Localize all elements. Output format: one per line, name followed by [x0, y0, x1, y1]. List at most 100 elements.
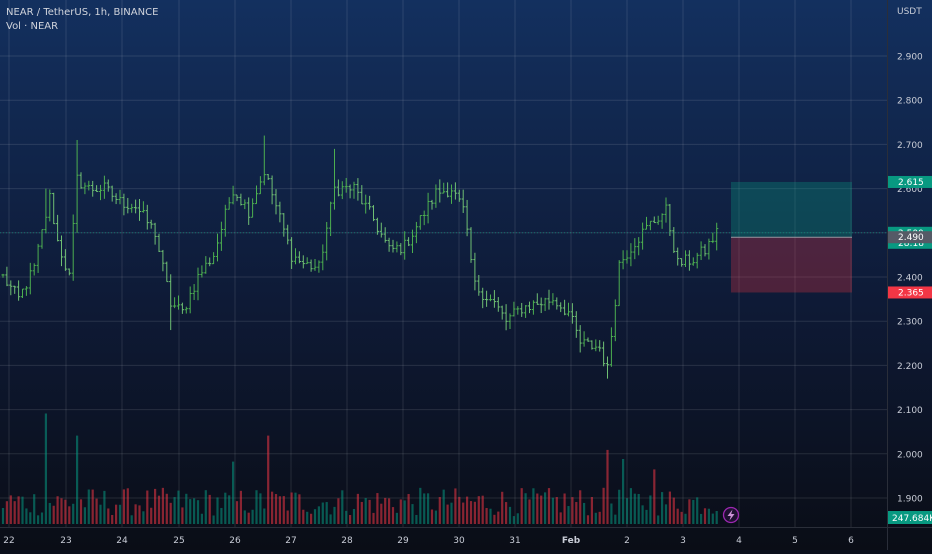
volume-bar [185, 493, 188, 524]
ohlc-bar [313, 258, 317, 271]
price-tick-label: 2.400 [897, 274, 923, 284]
volume-bar [235, 501, 239, 524]
volume-bar [52, 505, 55, 524]
ohlc-bar [329, 201, 333, 237]
ohlc-bar [75, 139, 79, 233]
ohlc-bar [578, 325, 582, 353]
ohlc-bar [407, 237, 411, 247]
time-tick-label: 29 [397, 536, 409, 546]
volume-bar [407, 494, 410, 524]
volume-bar [165, 493, 168, 524]
volume-bar [614, 514, 617, 524]
volume-bar [306, 511, 309, 524]
lightning-icon[interactable] [722, 506, 740, 524]
ohlc-bar [368, 195, 372, 210]
ohlc-bar [95, 185, 99, 193]
ohlc-bar [9, 280, 13, 296]
volume-bar [575, 502, 578, 524]
ohlc-bar [239, 193, 243, 206]
ohlc-bar [695, 252, 699, 269]
ohlc-bar [137, 198, 142, 221]
volume-bar [622, 459, 625, 524]
ohlc-bar [430, 199, 434, 210]
volume-bar [688, 499, 691, 524]
volume-bar [711, 513, 714, 524]
ohlc-bar [301, 255, 305, 269]
price-badge[interactable]: 2.615 [888, 175, 932, 188]
volume-bar [345, 510, 348, 524]
volume-bar [91, 489, 94, 524]
volume-bar [282, 496, 285, 524]
volume-bar [602, 487, 605, 524]
volume-bar [668, 491, 671, 524]
volume-bar [388, 498, 391, 524]
volume-bar [399, 499, 402, 524]
ohlc-bar [215, 233, 220, 262]
ohlc-bar [676, 247, 680, 266]
volume-bar [25, 508, 28, 524]
volume-bar [146, 490, 149, 524]
ohlc-bar [126, 197, 130, 214]
volume-bar [40, 512, 44, 524]
volume-bar [684, 513, 687, 524]
price-badge[interactable]: 2.365 [888, 286, 932, 299]
volume-bar [208, 494, 211, 524]
volume-bar [142, 511, 145, 524]
ohlc-bar [251, 198, 255, 218]
ohlc-bar [438, 179, 442, 203]
symbol-title[interactable]: NEAR / TetherUS, 1h, BINANCE [6, 7, 159, 18]
volume-bar [115, 504, 118, 524]
volume-bar [610, 503, 613, 524]
ohlc-bar [219, 221, 223, 251]
volume-bar [274, 494, 278, 524]
ohlc-bar [563, 299, 567, 316]
time-tick-label: 30 [453, 536, 465, 546]
ohlc-bar [44, 188, 48, 234]
ohlc-bar [204, 256, 208, 274]
ohlc-bar [617, 260, 621, 307]
volume-bar [302, 509, 305, 524]
ohlc-bar [664, 197, 668, 223]
ohlc-bar [473, 252, 477, 291]
volume-bar [263, 508, 266, 524]
ohlc-bar [512, 301, 516, 317]
position-stop-zone[interactable] [731, 237, 852, 293]
ohlc-bar [574, 311, 578, 338]
ohlc-bar [325, 221, 329, 261]
ohlc-bar [223, 204, 227, 237]
volume-badge[interactable]: 247.684K [888, 511, 932, 524]
price-series [1, 135, 719, 379]
volume-bar [138, 505, 141, 524]
ohlc-bar [418, 215, 422, 230]
volume-indicator-label[interactable]: Vol · NEAR [6, 21, 59, 32]
ohlc-bar [461, 189, 465, 213]
volume-bar [508, 506, 512, 524]
ohlc-bar [247, 197, 251, 225]
position-target-zone[interactable] [731, 181, 852, 238]
ohlc-bar [508, 313, 512, 329]
ohlc-bar [98, 184, 103, 201]
ohlc-bar [157, 233, 161, 252]
time-tick-label: 28 [341, 536, 353, 546]
ohlc-bar [290, 237, 294, 269]
volume-bar [118, 504, 122, 524]
ohlc-bar [652, 216, 656, 224]
volume-bar [403, 500, 406, 524]
ohlc-bar [48, 189, 52, 222]
volume-bar [329, 514, 332, 524]
ohlc-bar [531, 300, 535, 315]
volume-bar [368, 499, 371, 524]
ohlc-bar [360, 185, 364, 205]
ohlc-bar [566, 302, 571, 317]
volume-bar [618, 489, 621, 524]
ohlc-bar [56, 214, 60, 242]
price-badge[interactable]: 2.490 [888, 231, 932, 244]
time-tick-label: 26 [229, 536, 241, 546]
ohlc-bar [426, 192, 430, 224]
volume-bar [391, 507, 395, 524]
volume-bar [657, 515, 660, 524]
volume-bar [520, 488, 523, 524]
ohlc-bar [266, 173, 270, 181]
ohlc-bar [504, 304, 508, 331]
